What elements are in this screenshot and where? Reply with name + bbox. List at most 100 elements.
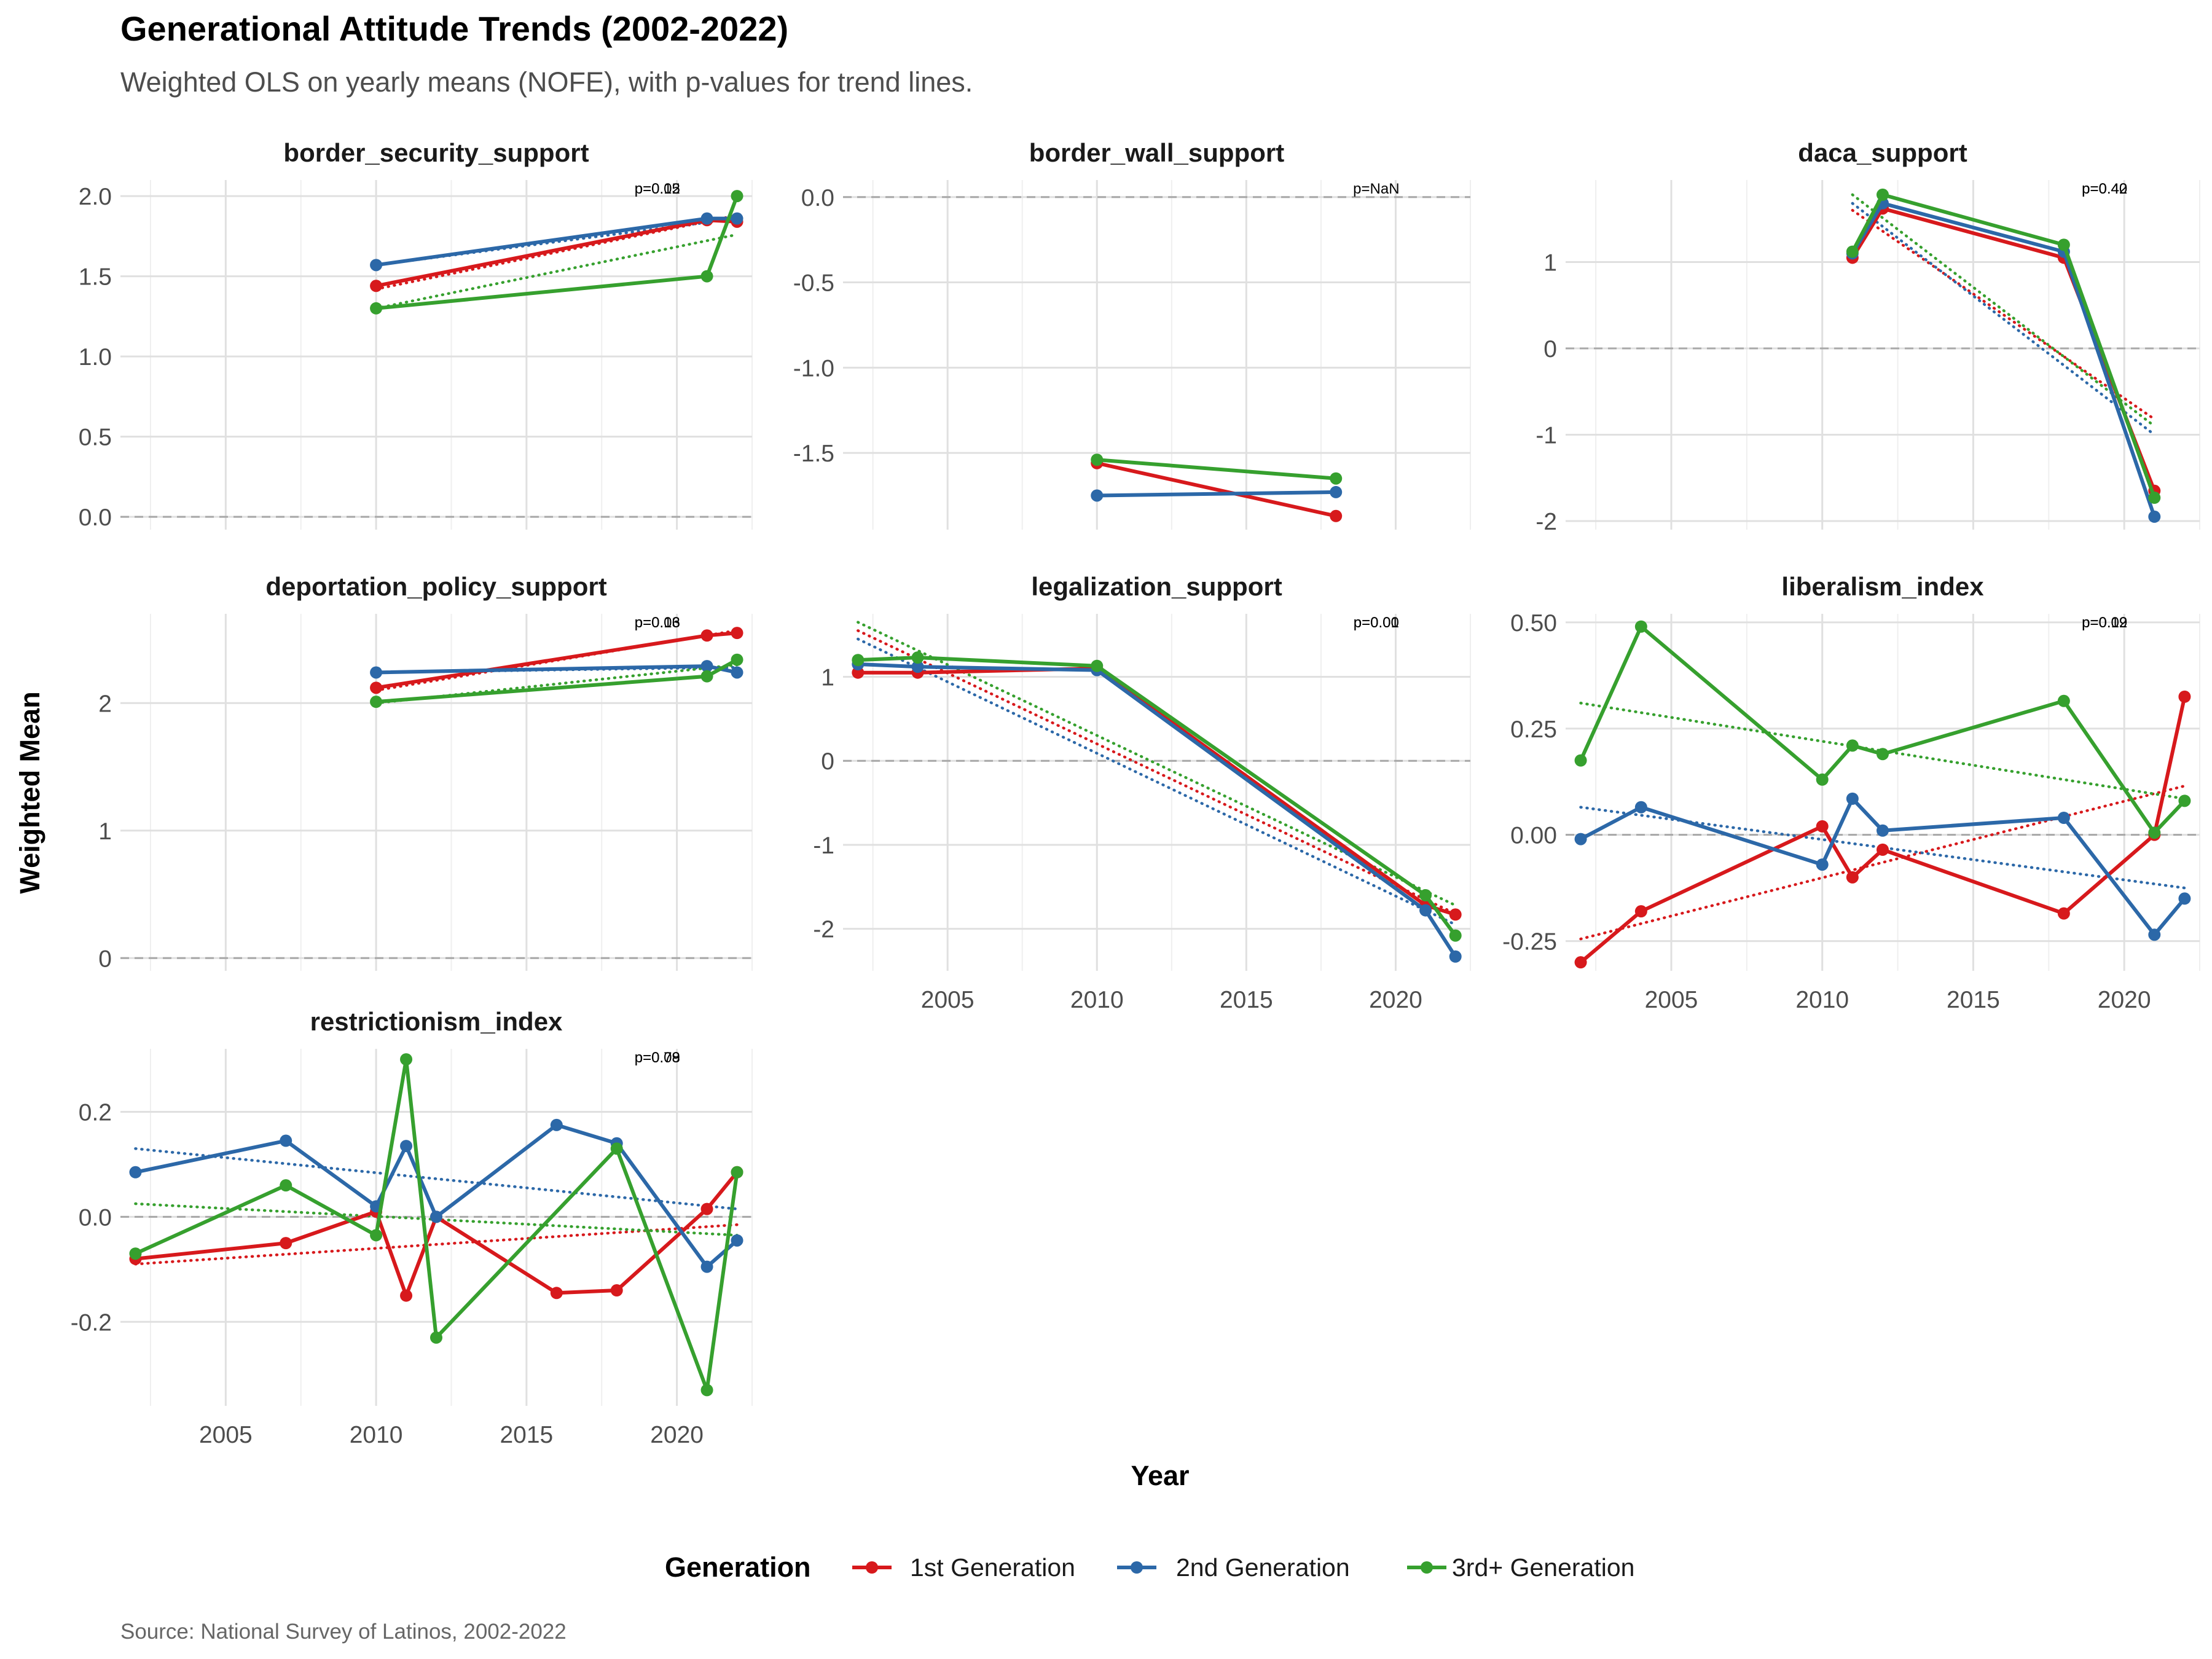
data-point xyxy=(2057,238,2070,251)
y-tick-label: -2 xyxy=(1535,509,1557,535)
panel-title: restrictionism_index xyxy=(310,1007,563,1036)
legend-item: 1st Generation xyxy=(852,1553,1075,1582)
data-point xyxy=(400,1140,413,1153)
y-tick-label: -1 xyxy=(1535,422,1557,449)
data-point xyxy=(1634,801,1647,814)
data-point xyxy=(2148,826,2161,839)
y-tick-label: 1.0 xyxy=(79,344,112,371)
x-tick-label: 2015 xyxy=(500,1422,553,1448)
panel-title: legalization_support xyxy=(1031,572,1282,601)
y-tick-label: -0.5 xyxy=(793,270,834,297)
data-point xyxy=(731,627,743,640)
trend-line xyxy=(1851,202,2156,436)
data-point xyxy=(129,1166,142,1179)
y-tick-label: 0.0 xyxy=(79,1204,112,1231)
data-point xyxy=(1449,950,1462,963)
data-point xyxy=(700,212,713,225)
series-line xyxy=(135,1057,739,1392)
data-point xyxy=(731,212,743,225)
panel-deportation_policy_support: deportation_policy_support 0 1 2 p=0.06p=0.1… xyxy=(98,572,753,972)
y-tick-label: 0.00 xyxy=(1510,823,1557,849)
trend-line xyxy=(134,1223,739,1266)
panel-title: deportation_policy_support xyxy=(265,572,606,601)
legend-key-point xyxy=(1421,1561,1433,1574)
data-point xyxy=(2057,694,2070,707)
data-point xyxy=(370,259,383,272)
data-point xyxy=(731,1166,743,1179)
legend-label: 3rd+ Generation xyxy=(1452,1553,1634,1582)
data-point xyxy=(1449,929,1462,942)
panel-title: daca_support xyxy=(1798,138,1967,167)
x-tick-label: 2020 xyxy=(2098,987,2151,1013)
data-point xyxy=(2148,510,2161,523)
data-point xyxy=(129,1247,142,1260)
data-point xyxy=(700,629,713,642)
y-tick-label: 0 xyxy=(98,946,112,972)
data-point xyxy=(2178,690,2191,703)
p-value-label: p=0.05 xyxy=(635,181,680,197)
data-point xyxy=(1816,773,1829,786)
x-tick-label: 2020 xyxy=(1369,987,1422,1013)
trend-line xyxy=(857,629,1457,916)
series-line xyxy=(1580,796,2186,937)
data-point xyxy=(280,1134,292,1147)
p-value-label: p=0.78 xyxy=(635,1049,680,1066)
data-point xyxy=(1634,620,1647,633)
series-line xyxy=(1579,624,2186,835)
data-point xyxy=(731,1234,743,1247)
y-tick-label: -1 xyxy=(813,833,834,859)
trend-line xyxy=(1579,784,2186,941)
data-point xyxy=(1574,754,1587,767)
data-point xyxy=(1574,956,1587,969)
panel-restrictionism_index: restrictionism_index 0.2 0.0 -0.2 2005 2010 20… xyxy=(71,1007,753,1448)
panel-liberalism_index: liberalism_index 0.50 0.25 0.00 -0.25 2005 201… xyxy=(1502,572,2200,1013)
data-point xyxy=(1091,489,1104,502)
p-value-label: p=0.19 xyxy=(2082,614,2127,631)
panel-daca_support: daca_support 1 0 -1 -2 p=0.42p=0.40 xyxy=(1535,138,2200,535)
data-point xyxy=(1419,888,1432,901)
panel-border_security_support: border_security_support 0.0 0.5 1.0 1.5 2.0 p=… xyxy=(79,138,753,531)
p-value-label: p=0.00 xyxy=(1354,614,1399,631)
data-point xyxy=(1846,792,1859,805)
data-point xyxy=(1846,245,1859,258)
legend-label: 2nd Generation xyxy=(1176,1553,1350,1582)
y-tick-label: 1.5 xyxy=(79,264,112,291)
data-point xyxy=(700,1202,713,1215)
data-point xyxy=(700,660,713,673)
data-point xyxy=(731,190,743,203)
x-tick-label: 2005 xyxy=(921,987,975,1013)
x-tick-label: 2020 xyxy=(650,1422,704,1448)
data-point xyxy=(2057,907,2070,920)
panel-border_wall_support: border_wall_support 0.0 -0.5 -1.0 -1.5 p=NaN xyxy=(793,138,1471,530)
data-point xyxy=(2057,812,2070,824)
legend: Generation 1st Generation 2nd Generation 3r… xyxy=(665,1551,1634,1583)
data-point xyxy=(911,661,924,673)
y-tick-label: -1.5 xyxy=(793,441,834,467)
legend-item: 2nd Generation xyxy=(1117,1553,1350,1582)
data-point xyxy=(1877,824,1889,837)
data-point xyxy=(370,666,383,679)
y-tick-label: 2.0 xyxy=(79,184,112,210)
chart-caption: Source: National Survey of Latinos, 2002… xyxy=(120,1620,567,1644)
panel-title: border_wall_support xyxy=(1029,138,1284,167)
data-point xyxy=(911,651,924,664)
data-point xyxy=(700,270,713,283)
y-tick-label: 1 xyxy=(1543,249,1557,276)
x-tick-label: 2005 xyxy=(199,1422,253,1448)
x-tick-label: 2010 xyxy=(1070,987,1124,1013)
data-point xyxy=(731,653,743,666)
data-point xyxy=(370,681,383,694)
data-point xyxy=(370,302,383,315)
legend-title: Generation xyxy=(665,1551,811,1583)
data-point xyxy=(1330,485,1343,498)
data-point xyxy=(2178,794,2191,807)
legend-item: 3rd+ Generation xyxy=(1407,1553,1634,1582)
data-point xyxy=(1330,509,1343,522)
data-point xyxy=(1816,858,1829,871)
data-point xyxy=(1846,871,1859,884)
data-point xyxy=(1877,188,1889,201)
data-point xyxy=(1846,739,1859,752)
data-point xyxy=(700,1260,713,1273)
data-point xyxy=(2178,892,2191,905)
data-point xyxy=(610,1142,623,1155)
